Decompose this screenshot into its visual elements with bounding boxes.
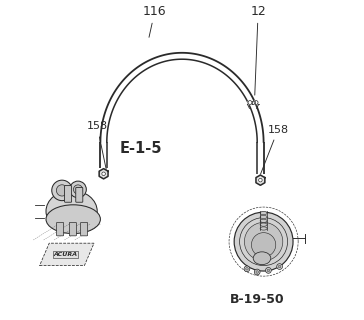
Circle shape xyxy=(244,266,250,272)
FancyBboxPatch shape xyxy=(76,188,83,202)
Text: E-1-5: E-1-5 xyxy=(119,141,162,156)
FancyBboxPatch shape xyxy=(80,222,88,236)
Circle shape xyxy=(52,180,72,201)
Circle shape xyxy=(254,269,260,275)
Circle shape xyxy=(265,268,271,273)
Text: ACURA: ACURA xyxy=(53,252,77,257)
Circle shape xyxy=(278,265,281,268)
Ellipse shape xyxy=(260,227,267,230)
Circle shape xyxy=(267,269,270,272)
Polygon shape xyxy=(40,243,94,266)
Circle shape xyxy=(244,222,283,261)
Polygon shape xyxy=(99,169,108,179)
Circle shape xyxy=(70,181,86,198)
Circle shape xyxy=(246,268,248,270)
Circle shape xyxy=(277,264,282,269)
Circle shape xyxy=(256,271,258,273)
Text: 158: 158 xyxy=(87,121,108,170)
Text: B-19-50: B-19-50 xyxy=(230,293,285,306)
Text: 158: 158 xyxy=(260,124,289,176)
Ellipse shape xyxy=(260,215,267,219)
Text: 12: 12 xyxy=(250,5,266,95)
Ellipse shape xyxy=(253,252,271,265)
FancyBboxPatch shape xyxy=(56,222,64,236)
Ellipse shape xyxy=(46,190,97,232)
Ellipse shape xyxy=(46,205,100,234)
FancyBboxPatch shape xyxy=(70,222,76,236)
Text: 116: 116 xyxy=(143,5,167,37)
Polygon shape xyxy=(256,175,265,185)
FancyBboxPatch shape xyxy=(64,186,72,202)
Ellipse shape xyxy=(260,223,267,226)
Ellipse shape xyxy=(260,212,267,215)
Circle shape xyxy=(254,100,258,104)
Circle shape xyxy=(248,100,252,104)
Ellipse shape xyxy=(260,219,267,222)
Circle shape xyxy=(56,185,68,196)
Circle shape xyxy=(234,212,293,271)
Circle shape xyxy=(102,172,106,176)
Circle shape xyxy=(74,185,83,194)
Circle shape xyxy=(258,178,262,182)
Circle shape xyxy=(252,233,276,257)
